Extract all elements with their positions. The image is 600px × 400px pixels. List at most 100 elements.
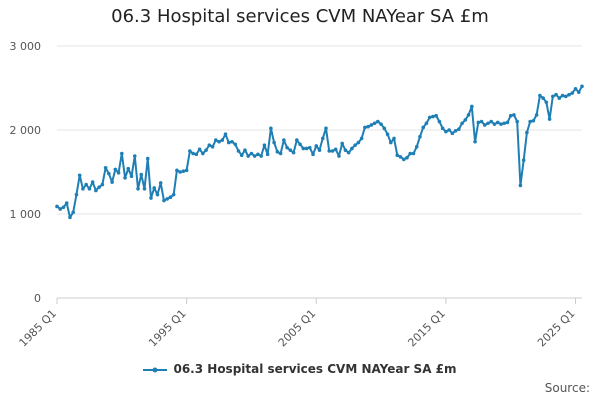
data-point[interactable]: [171, 192, 176, 197]
data-point[interactable]: [453, 129, 458, 133]
data-point[interactable]: [158, 181, 163, 185]
data-point[interactable]: [547, 117, 552, 121]
data-point[interactable]: [554, 92, 558, 97]
data-point[interactable]: [447, 128, 451, 132]
data-point[interactable]: [223, 132, 228, 136]
data-point[interactable]: [77, 173, 82, 178]
data-point[interactable]: [515, 119, 519, 124]
data-point[interactable]: [184, 168, 189, 173]
data-point[interactable]: [272, 140, 276, 145]
data-point[interactable]: [256, 152, 260, 157]
data-point[interactable]: [576, 90, 581, 94]
data-point[interactable]: [551, 94, 555, 99]
data-point[interactable]: [518, 183, 523, 188]
data-point[interactable]: [90, 180, 95, 184]
data-point[interactable]: [460, 121, 464, 126]
data-point[interactable]: [450, 131, 455, 136]
data-point[interactable]: [346, 150, 351, 155]
data-point[interactable]: [482, 123, 487, 127]
data-point[interactable]: [243, 148, 247, 152]
data-point[interactable]: [81, 187, 85, 191]
data-point[interactable]: [314, 144, 319, 148]
data-point[interactable]: [512, 113, 516, 117]
data-point[interactable]: [259, 154, 263, 158]
data-point[interactable]: [476, 120, 481, 125]
data-point[interactable]: [405, 155, 409, 160]
data-point[interactable]: [201, 151, 205, 156]
data-point[interactable]: [116, 171, 121, 175]
data-point[interactable]: [74, 192, 79, 197]
data-point[interactable]: [330, 149, 335, 153]
data-point[interactable]: [291, 150, 296, 155]
data-point[interactable]: [58, 207, 63, 211]
data-point[interactable]: [317, 148, 322, 152]
data-point[interactable]: [337, 154, 341, 158]
data-point[interactable]: [470, 104, 474, 109]
data-point[interactable]: [239, 153, 244, 157]
data-point[interactable]: [369, 123, 374, 127]
data-point[interactable]: [424, 121, 429, 126]
data-point[interactable]: [110, 180, 114, 184]
data-point[interactable]: [350, 146, 354, 151]
data-point[interactable]: [191, 151, 195, 156]
data-point[interactable]: [97, 185, 101, 189]
data-point[interactable]: [431, 114, 435, 119]
data-point[interactable]: [385, 132, 390, 136]
data-point[interactable]: [366, 124, 370, 129]
data-point[interactable]: [434, 113, 438, 118]
data-point[interactable]: [136, 187, 140, 191]
data-point[interactable]: [414, 145, 419, 149]
data-point[interactable]: [139, 172, 144, 177]
data-point[interactable]: [320, 136, 325, 141]
data-point[interactable]: [463, 118, 468, 122]
data-point[interactable]: [123, 176, 127, 180]
data-point[interactable]: [61, 205, 66, 210]
data-point[interactable]: [217, 139, 221, 144]
data-point[interactable]: [388, 140, 393, 145]
data-point[interactable]: [285, 145, 289, 150]
data-point[interactable]: [178, 170, 182, 174]
data-point[interactable]: [333, 147, 338, 152]
data-point[interactable]: [444, 129, 448, 134]
data-point[interactable]: [538, 93, 542, 98]
data-point[interactable]: [282, 138, 286, 142]
data-point[interactable]: [288, 148, 293, 152]
data-point[interactable]: [324, 126, 328, 131]
data-point[interactable]: [149, 196, 153, 200]
data-point[interactable]: [100, 182, 105, 187]
data-point[interactable]: [421, 125, 426, 130]
data-point[interactable]: [560, 93, 565, 98]
data-point[interactable]: [411, 151, 416, 156]
data-point[interactable]: [162, 198, 166, 203]
data-point[interactable]: [175, 168, 179, 173]
data-point[interactable]: [521, 158, 526, 163]
data-point[interactable]: [68, 215, 72, 220]
data-point[interactable]: [382, 126, 387, 131]
data-point[interactable]: [359, 136, 364, 141]
data-point[interactable]: [275, 150, 280, 154]
data-point[interactable]: [64, 201, 69, 205]
data-point[interactable]: [84, 182, 88, 187]
data-point[interactable]: [486, 121, 490, 126]
data-point[interactable]: [197, 147, 202, 152]
data-point[interactable]: [246, 154, 251, 158]
data-point[interactable]: [466, 113, 471, 117]
data-point[interactable]: [126, 166, 131, 171]
data-point[interactable]: [437, 119, 442, 124]
data-point[interactable]: [213, 138, 218, 142]
data-point[interactable]: [265, 152, 270, 157]
data-point[interactable]: [252, 154, 257, 158]
data-point[interactable]: [495, 120, 500, 125]
data-point[interactable]: [181, 169, 186, 173]
data-point[interactable]: [567, 92, 571, 97]
data-point[interactable]: [278, 151, 283, 156]
data-point[interactable]: [363, 125, 367, 130]
data-point[interactable]: [525, 130, 529, 135]
data-point[interactable]: [531, 118, 536, 123]
data-point[interactable]: [155, 192, 160, 197]
data-point[interactable]: [113, 167, 118, 172]
data-point[interactable]: [457, 127, 461, 131]
data-point[interactable]: [505, 120, 510, 125]
data-point[interactable]: [194, 152, 199, 157]
data-point[interactable]: [570, 91, 575, 95]
